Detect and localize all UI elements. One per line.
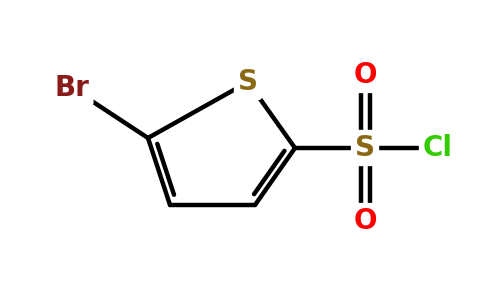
Text: Br: Br: [55, 74, 90, 102]
Text: S: S: [238, 68, 258, 96]
Text: S: S: [355, 134, 375, 162]
Text: O: O: [353, 207, 377, 235]
Text: O: O: [353, 61, 377, 89]
Text: Cl: Cl: [423, 134, 453, 162]
